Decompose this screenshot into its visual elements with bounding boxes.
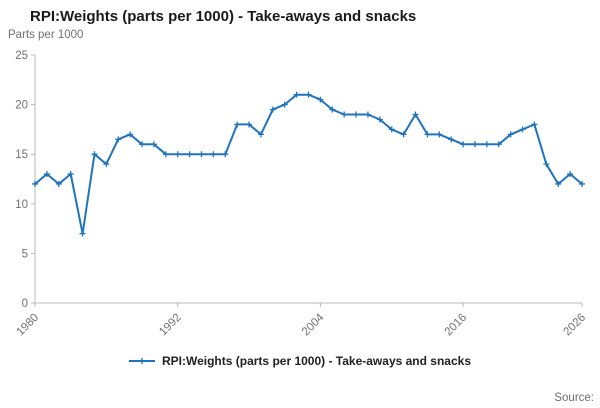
- chart-line: [34, 93, 583, 235]
- legend: RPI:Weights (parts per 1000) - Take-away…: [0, 351, 600, 371]
- legend-line-marker-icon: [128, 358, 155, 364]
- chart-title: RPI:Weights (parts per 1000) - Take-away…: [30, 8, 417, 25]
- x-tick-label: 2004: [300, 311, 327, 338]
- y-tick-label: 0: [22, 298, 28, 310]
- x-tick-label: 1980: [15, 312, 42, 339]
- y-tick-label: 5: [22, 248, 28, 260]
- x-tick-label: 1992: [157, 312, 184, 339]
- x-tick-label: 2016: [443, 312, 470, 339]
- legend-label: RPI:Weights (parts per 1000) - Take-away…: [161, 354, 471, 368]
- y-tick-label: 20: [15, 100, 28, 112]
- chart-point-markers: [32, 91, 585, 237]
- line-chart: 0 5 10 15 20 25 1980 1992 2004 2016 2026: [15, 50, 589, 339]
- y-tick-label: 25: [15, 50, 28, 62]
- source-label: Source:: [554, 392, 594, 404]
- chart-area: 0 5 10 15 20 25 1980 1992 2004 2016 2026: [0, 41, 600, 349]
- y-tick-label: 15: [15, 149, 28, 161]
- y-axis-unit-label: Parts per 1000: [8, 29, 84, 41]
- x-tick-label: 2026: [562, 312, 589, 339]
- chart-page: RPI:Weights (parts per 1000) - Take-away…: [0, 8, 600, 408]
- y-tick-label: 10: [15, 199, 28, 211]
